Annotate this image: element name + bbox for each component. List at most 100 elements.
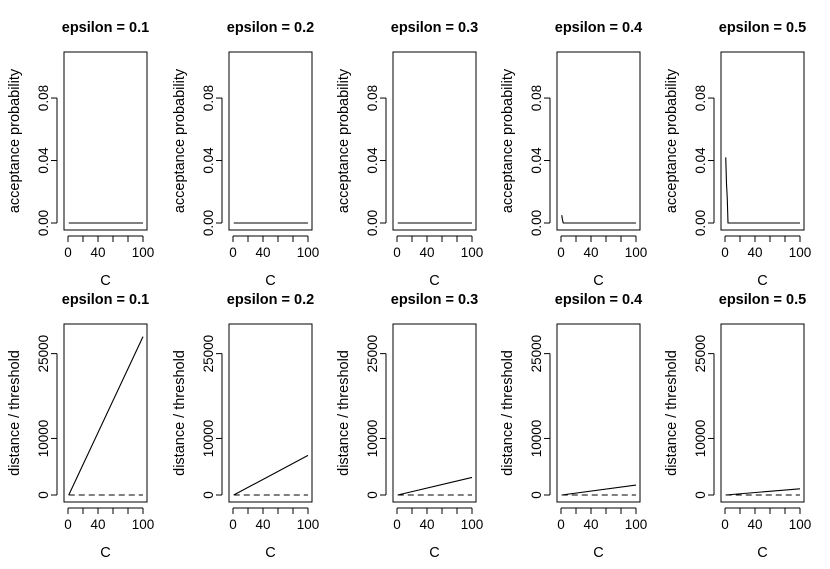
y-axis-label: distance / threshold	[336, 350, 352, 476]
y-tick-label: 10000	[36, 420, 51, 458]
data-line	[561, 484, 637, 496]
panel-acceptance-1: epsilon = 0.2 0.00 0.04 0.08 0 40 100 Cacceptan…	[172, 20, 319, 289]
x-axis-label: C	[100, 273, 110, 289]
plot-frame	[556, 51, 641, 231]
y-tick-label: 0.04	[365, 147, 380, 174]
plot-frame	[228, 51, 313, 231]
x-tick-label: 0	[557, 245, 565, 260]
x-tick-label: 40	[90, 517, 105, 532]
y-tick-label: 0	[201, 491, 216, 499]
x-tick-label: 40	[583, 245, 598, 260]
data-line	[725, 157, 800, 224]
x-axis-label: C	[265, 545, 275, 561]
x-axis-label: C	[429, 545, 439, 561]
x-tick-label: 40	[255, 517, 270, 532]
plot-frame	[63, 323, 148, 503]
x-tick-label: 0	[393, 245, 401, 260]
y-tick-label: 0	[693, 491, 708, 499]
x-tick-label: 40	[747, 245, 762, 260]
x-tick-label: 40	[90, 245, 105, 260]
panel-acceptance-3: epsilon = 0.4 0.00 0.04 0.08 0 40 100 Cacceptan…	[500, 20, 647, 289]
panel-distance-3: epsilon = 0.4 0 10000 25000 0 40 100 Cdistance …	[500, 292, 647, 561]
y-tick-label: 0.00	[201, 210, 216, 236]
data-line	[561, 215, 636, 224]
panel-title: epsilon = 0.1	[62, 20, 149, 36]
x-tick-label: 40	[747, 517, 762, 532]
plot-frame	[228, 323, 313, 503]
panel-title: epsilon = 0.1	[62, 292, 149, 308]
y-tick-label: 0.04	[693, 147, 708, 174]
panel-title: epsilon = 0.3	[391, 20, 478, 36]
x-axis-label: C	[593, 273, 603, 289]
y-axis-label: distance / threshold	[7, 350, 23, 476]
x-tick-label: 100	[132, 517, 155, 532]
plot-frame	[63, 51, 148, 231]
y-tick-label: 10000	[529, 420, 544, 458]
y-axis-label: distance / threshold	[500, 350, 516, 476]
y-tick-label: 0.08	[201, 85, 216, 111]
x-tick-label: 100	[297, 517, 320, 532]
y-axis-label: acceptance probability	[7, 68, 23, 213]
y-tick-label: 25000	[529, 335, 544, 373]
x-axis-label: C	[757, 545, 767, 561]
x-tick-label: 0	[557, 517, 565, 532]
y-tick-label: 0.08	[365, 85, 380, 111]
x-tick-label: 0	[393, 517, 401, 532]
y-axis-label: distance / threshold	[664, 350, 680, 476]
data-line	[233, 454, 309, 496]
y-tick-label: 0.08	[529, 85, 544, 111]
y-axis-label: acceptance probability	[664, 68, 680, 213]
y-tick-label: 25000	[36, 335, 51, 373]
panel-acceptance-0: epsilon = 0.1 0.00 0.04 0.08 0 40 100 Cacceptan…	[7, 20, 154, 289]
plot-frame	[392, 51, 477, 231]
y-axis-label: acceptance probability	[500, 68, 516, 213]
x-axis-label: C	[593, 545, 603, 561]
x-tick-label: 100	[461, 245, 484, 260]
x-tick-label: 0	[64, 517, 72, 532]
y-tick-label: 0.00	[365, 210, 380, 236]
panel-title: epsilon = 0.2	[227, 20, 314, 36]
x-tick-label: 0	[721, 245, 729, 260]
data-line	[68, 336, 144, 496]
y-tick-label: 0.08	[36, 85, 51, 111]
plot-frame	[392, 323, 477, 503]
x-tick-label: 0	[229, 517, 237, 532]
panel-distance-0: epsilon = 0.1 0 10000 25000 0 40 100 Cdistance …	[7, 292, 154, 561]
x-tick-label: 0	[229, 245, 237, 260]
x-tick-label: 100	[297, 245, 320, 260]
panel-acceptance-2: epsilon = 0.3 0.00 0.04 0.08 0 40 100 Cacceptan…	[336, 20, 483, 289]
y-tick-label: 25000	[201, 335, 216, 373]
panel-distance-1: epsilon = 0.2 0 10000 25000 0 40 100 Cdistance …	[172, 292, 319, 561]
y-tick-label: 0	[529, 491, 544, 499]
x-tick-label: 0	[64, 245, 72, 260]
x-tick-label: 100	[789, 517, 812, 532]
plot-frame	[720, 323, 805, 503]
plot-frame	[556, 323, 641, 503]
x-tick-label: 100	[461, 517, 484, 532]
x-tick-label: 0	[721, 517, 729, 532]
y-tick-label: 10000	[693, 420, 708, 458]
x-axis-label: C	[100, 545, 110, 561]
y-axis-label: acceptance probability	[336, 68, 352, 213]
x-axis-label: C	[429, 273, 439, 289]
x-tick-label: 100	[132, 245, 155, 260]
y-tick-label: 0.08	[693, 85, 708, 111]
data-line	[725, 488, 801, 496]
y-tick-label: 10000	[201, 420, 216, 458]
y-tick-label: 0.04	[529, 147, 544, 174]
x-axis-label: C	[265, 273, 275, 289]
y-axis-label: distance / threshold	[172, 350, 188, 476]
x-tick-label: 100	[625, 245, 648, 260]
panel-title: epsilon = 0.2	[227, 292, 314, 308]
panel-title: epsilon = 0.5	[719, 20, 806, 36]
panel-distance-2: epsilon = 0.3 0 10000 25000 0 40 100 Cdistance …	[336, 292, 483, 561]
y-tick-label: 0	[36, 491, 51, 499]
y-tick-label: 25000	[365, 335, 380, 373]
x-tick-label: 40	[255, 245, 270, 260]
x-tick-label: 100	[789, 245, 812, 260]
x-tick-label: 40	[583, 517, 598, 532]
y-tick-label: 10000	[365, 420, 380, 458]
panel-title: epsilon = 0.4	[555, 292, 642, 308]
y-axis-label: acceptance probability	[172, 68, 188, 213]
